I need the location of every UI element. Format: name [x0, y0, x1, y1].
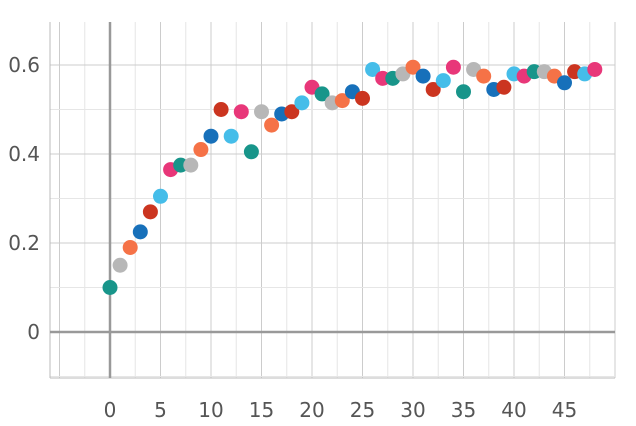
data-point	[233, 104, 249, 120]
x-tick-label: 5	[154, 398, 167, 422]
data-point	[102, 280, 118, 295]
data-point	[264, 117, 280, 133]
data-point	[183, 157, 199, 173]
data-point	[435, 73, 451, 89]
axes	[49, 22, 615, 379]
data-point	[445, 59, 461, 75]
data-point	[415, 68, 431, 84]
data-point	[284, 104, 300, 120]
data-point	[243, 144, 259, 160]
x-tick-label: 10	[198, 398, 223, 422]
y-tick-label: 0.6	[8, 53, 40, 77]
data-point	[122, 239, 138, 255]
data-point	[153, 188, 168, 204]
data-point	[405, 59, 421, 75]
data-point	[112, 257, 128, 273]
data-point	[456, 84, 471, 100]
x-tick-label: 0	[104, 398, 117, 422]
grid	[50, 22, 616, 378]
x-tick-label: 20	[299, 398, 324, 422]
tick-labels: 0 5 10 15 20 25 30 35 40 45 0 0.2 0.4 0.6	[8, 53, 577, 422]
y-tick-label: 0.4	[8, 142, 40, 166]
data-point	[365, 61, 381, 77]
data-point	[425, 81, 441, 97]
data-point	[193, 142, 209, 158]
x-tick-label: 15	[249, 398, 274, 422]
data-point	[355, 90, 370, 106]
data-point	[132, 224, 148, 240]
data-point	[476, 68, 492, 84]
y-tick-label: 0.2	[8, 231, 40, 255]
data-point	[203, 128, 219, 144]
data-point	[496, 79, 512, 95]
y-tick-label: 0	[27, 320, 40, 344]
data-point	[294, 95, 310, 111]
data-point	[314, 86, 330, 102]
data-point	[557, 75, 572, 91]
data-point	[142, 204, 158, 220]
x-tick-label: 40	[501, 398, 526, 422]
data-point	[254, 104, 269, 120]
data-point	[587, 61, 603, 77]
x-tick-label: 35	[451, 398, 476, 422]
data-point	[213, 102, 229, 117]
x-tick-label: 45	[552, 398, 577, 422]
data-points	[102, 59, 603, 295]
data-point	[223, 128, 239, 144]
x-tick-label: 30	[400, 398, 425, 422]
x-tick-label: 25	[350, 398, 375, 422]
data-point	[334, 93, 350, 109]
